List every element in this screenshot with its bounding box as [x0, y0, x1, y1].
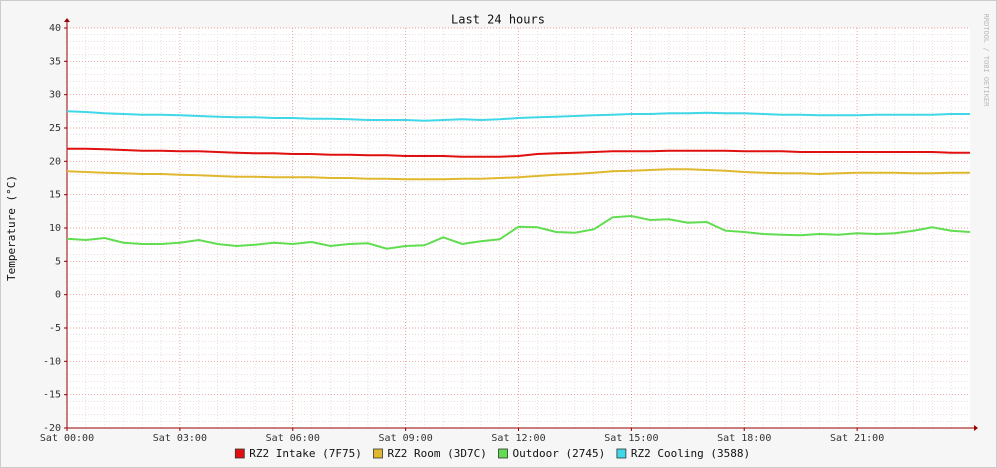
legend-swatch [373, 448, 383, 459]
y-tick-label: 15 [49, 190, 61, 201]
y-tick-label: 5 [55, 256, 61, 267]
series-line [66, 168, 970, 181]
legend-swatch [616, 448, 627, 459]
x-tick-label: Sat 03:00 [153, 433, 207, 444]
y-tick-label: -20 [43, 423, 61, 434]
y-tick-label: 40 [49, 23, 61, 34]
y-tick-label: 30 [49, 90, 61, 101]
chart-title: Last 24 hours [451, 13, 545, 27]
y-axis-label: Temperature (°C) [5, 175, 18, 281]
y-tick-label: 35 [49, 56, 61, 67]
legend-swatch [234, 448, 245, 459]
y-tick-label: 20 [49, 156, 61, 167]
axis-arrow [64, 18, 70, 22]
legend-label: RZ2 Intake (7F75) [249, 447, 362, 460]
x-tick-label: Sat 15:00 [604, 433, 658, 444]
legend-label: RZ2 Room (3D7C) [388, 447, 487, 460]
legend-swatch [498, 448, 508, 459]
series-line [66, 110, 970, 122]
x-tick-label: Sat 06:00 [266, 433, 320, 444]
y-tick-label: 10 [49, 223, 61, 234]
x-tick-label: Sat 18:00 [717, 433, 771, 444]
y-tick-label: 25 [49, 123, 61, 134]
y-tick-label: -5 [49, 323, 61, 334]
x-tick-label: Sat 09:00 [379, 433, 433, 444]
legend-label: Outdoor (2745) [513, 447, 606, 460]
y-tick-label: -10 [43, 356, 61, 367]
series-line [67, 147, 970, 158]
x-tick-label: Sat 12:00 [491, 433, 545, 444]
y-tick-label: 0 [55, 290, 61, 301]
x-tick-label: Sat 21:00 [830, 433, 884, 444]
axis-arrow [974, 425, 978, 431]
series-line [66, 214, 971, 250]
watermark: RRDTOOL / TOBI OETIKER [982, 14, 990, 108]
legend-label: RZ2 Cooling (3588) [631, 447, 750, 460]
y-tick-label: -15 [43, 390, 61, 401]
x-tick-label: Sat 00:00 [40, 433, 94, 444]
